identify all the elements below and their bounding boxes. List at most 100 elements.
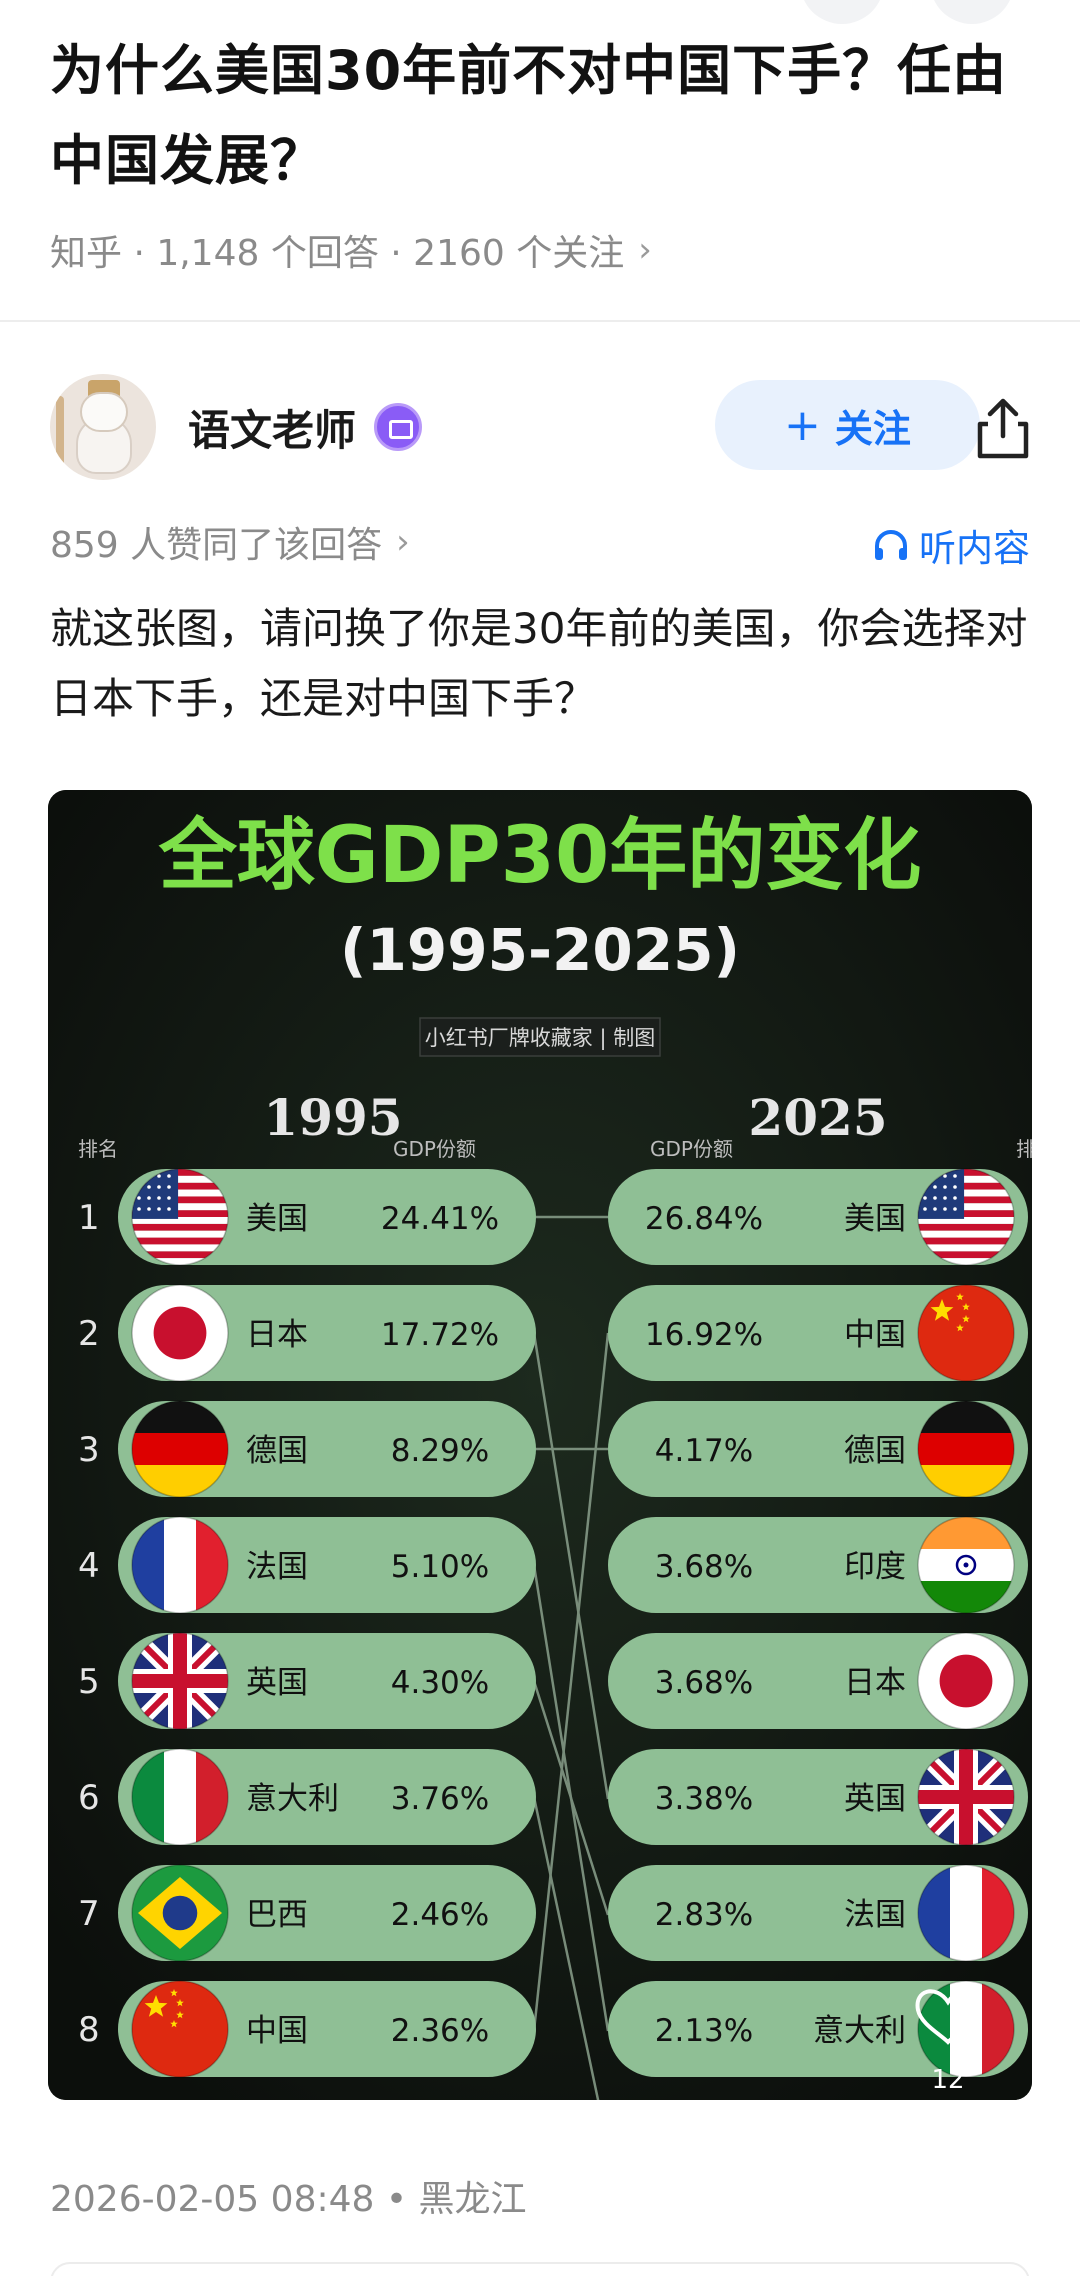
left-row-1995: 2 日本 17.72% bbox=[78, 1284, 536, 1382]
right-row-2025: 2.83% 法国 bbox=[608, 1864, 1028, 1962]
gdp-share: 3.38% bbox=[655, 1781, 753, 1817]
comment-bar[interactable] bbox=[50, 2262, 1030, 2276]
country-name: 意大利 bbox=[246, 1781, 339, 1817]
author-row: 语文老师 + 关注 bbox=[50, 372, 1030, 482]
right-row-2025: 4.17% 德国 bbox=[608, 1400, 1028, 1498]
japan-flag-icon bbox=[132, 1285, 228, 1381]
post-date-location: 2026-02-05 08:48 • 黑龙江 bbox=[50, 2179, 527, 2220]
share-header-left: GDP份额 bbox=[393, 1137, 476, 1161]
infographic-title: 全球GDP30年的变化 bbox=[158, 811, 921, 901]
chevron-right-icon: › bbox=[396, 522, 410, 562]
gdp-share: 26.84% bbox=[645, 1201, 763, 1237]
answer-body: 就这张图，请问换了你是30年前的美国，你会选择对日本下手，还是对中国下手？ bbox=[50, 604, 1028, 723]
left-row-pill bbox=[118, 1169, 536, 1265]
headphones-icon bbox=[875, 530, 907, 560]
country-name: 中国 bbox=[844, 1317, 906, 1353]
follow-label: 关注 bbox=[834, 406, 911, 451]
author-name[interactable]: 语文老师 bbox=[188, 405, 357, 455]
gdp-infographic-image[interactable]: 全球GDP30年的变化 (1995-2025) 小红书厂牌收藏家 | 制图 19… bbox=[48, 790, 1032, 2100]
gdp-share: 2.13% bbox=[655, 2013, 753, 2049]
rank-number: 8 bbox=[78, 2010, 100, 2050]
country-name: 巴西 bbox=[246, 1897, 308, 1933]
left-row-pill bbox=[118, 1285, 536, 1381]
gdp-share: 8.29% bbox=[391, 1433, 489, 1469]
rank-number: 4 bbox=[78, 1546, 100, 1586]
agree-count[interactable]: 859 人赞同了该回答 bbox=[50, 525, 383, 566]
china-flag-icon bbox=[132, 1981, 228, 2077]
gdp-share: 16.92% bbox=[645, 1317, 763, 1353]
infographic-credit: 小红书厂牌收藏家 | 制图 bbox=[425, 1026, 655, 1051]
year-right: 2025 bbox=[748, 1088, 887, 1147]
question-header: 为什么美国30年前不对中国下手？任由中国发展？ 知乎 · 1,148 个回答 ·… bbox=[50, 26, 1040, 276]
right-row-2025: 3.38% 英国 bbox=[608, 1748, 1028, 1846]
left-row-1995: 6 意大利 3.76% bbox=[78, 1748, 536, 1846]
left-row-pill bbox=[118, 1633, 536, 1729]
gdp-share: 3.76% bbox=[391, 1781, 489, 1817]
question-title[interactable]: 为什么美国30年前不对中国下手？任由中国发展？ bbox=[50, 39, 1008, 192]
rank-number: 7 bbox=[78, 1894, 100, 1934]
rank-connectors bbox=[532, 1215, 610, 2100]
creator-badge-icon bbox=[374, 403, 423, 451]
right-row-pill bbox=[608, 1401, 1028, 1497]
avatar[interactable] bbox=[50, 374, 156, 480]
rank-header: 排名 bbox=[78, 1137, 118, 1161]
right-row-2025: 3.68% 日本 bbox=[608, 1632, 1028, 1730]
rank-number: 2 bbox=[78, 1314, 100, 1354]
infographic-subtitle: (1995-2025) bbox=[340, 916, 740, 984]
gdp-share: 3.68% bbox=[655, 1665, 753, 1701]
brazil-flag-icon bbox=[132, 1865, 228, 1961]
left-row-1995: 4 法国 5.10% bbox=[78, 1516, 536, 1614]
country-name: 中国 bbox=[246, 2013, 308, 2049]
left-row-1995: 5 英国 4.30% bbox=[78, 1632, 536, 1730]
gdp-share: 17.72% bbox=[381, 1317, 499, 1353]
uk-flag-icon bbox=[918, 1749, 1014, 1845]
question-meta[interactable]: 知乎 · 1,148 个回答 · 2160 个关注 › bbox=[50, 224, 1040, 276]
gdp-share: 2.83% bbox=[655, 1897, 753, 1933]
divider bbox=[0, 320, 1080, 322]
share-header-right: GDP份额 bbox=[650, 1137, 733, 1161]
year-left: 1995 bbox=[263, 1088, 402, 1147]
right-row-2025: 2.13% 意大利 bbox=[608, 1980, 1028, 2078]
left-row-pill bbox=[118, 1865, 536, 1961]
right-column-2025: 26.84% 美国 16.92% 中国 4.17% 德国 3.68% 印度 3.68% 日本 3.3… bbox=[608, 1168, 1028, 2078]
gdp-share: 4.17% bbox=[655, 1433, 753, 1469]
chevron-right-icon: › bbox=[638, 230, 652, 270]
right-row-2025: 3.68% 印度 bbox=[608, 1516, 1028, 1614]
left-row-1995: 8 中国 2.36% bbox=[78, 1980, 536, 2078]
right-row-pill bbox=[608, 1981, 1028, 2077]
gdp-share: 5.10% bbox=[391, 1549, 489, 1585]
nav-button[interactable] bbox=[930, 0, 1014, 24]
like-count: 12 bbox=[931, 2065, 964, 2095]
nav-button[interactable] bbox=[800, 0, 884, 24]
right-row-pill bbox=[608, 1285, 1028, 1381]
plus-icon: + bbox=[784, 399, 821, 451]
gdp-share: 4.30% bbox=[391, 1665, 489, 1701]
right-row-pill bbox=[608, 1633, 1028, 1729]
left-row-pill bbox=[118, 1749, 536, 1845]
right-row-2025: 26.84% 美国 bbox=[608, 1168, 1028, 1266]
rank-header-right-clipped: 排 bbox=[1016, 1137, 1032, 1161]
left-row-1995: 3 德国 8.29% bbox=[78, 1400, 536, 1498]
country-name: 意大利 bbox=[813, 2013, 906, 2049]
country-name: 日本 bbox=[246, 1317, 308, 1353]
country-name: 美国 bbox=[844, 1201, 906, 1237]
left-row-pill bbox=[118, 1517, 536, 1613]
country-name: 法国 bbox=[844, 1897, 906, 1933]
top-nav bbox=[0, 0, 1080, 24]
gdp-share: 2.46% bbox=[391, 1897, 489, 1933]
us-flag-icon bbox=[132, 1169, 228, 1265]
share-icon[interactable] bbox=[968, 394, 1038, 464]
rank-number: 1 bbox=[78, 1198, 100, 1238]
like-heart-icon[interactable] bbox=[915, 1989, 981, 2045]
gdp-share: 3.68% bbox=[655, 1549, 753, 1585]
right-row-2025: 16.92% 中国 bbox=[608, 1284, 1028, 1382]
left-row-pill bbox=[118, 1401, 536, 1497]
rank-number: 6 bbox=[78, 1778, 100, 1818]
country-name: 英国 bbox=[246, 1665, 308, 1701]
gdp-share: 2.36% bbox=[391, 2013, 489, 2049]
country-name: 美国 bbox=[246, 1201, 308, 1237]
follow-button[interactable]: + 关注 bbox=[715, 380, 980, 470]
listen-button[interactable]: 听内容 bbox=[873, 518, 1030, 572]
right-row-pill bbox=[608, 1749, 1028, 1845]
gdp-share: 24.41% bbox=[381, 1201, 499, 1237]
